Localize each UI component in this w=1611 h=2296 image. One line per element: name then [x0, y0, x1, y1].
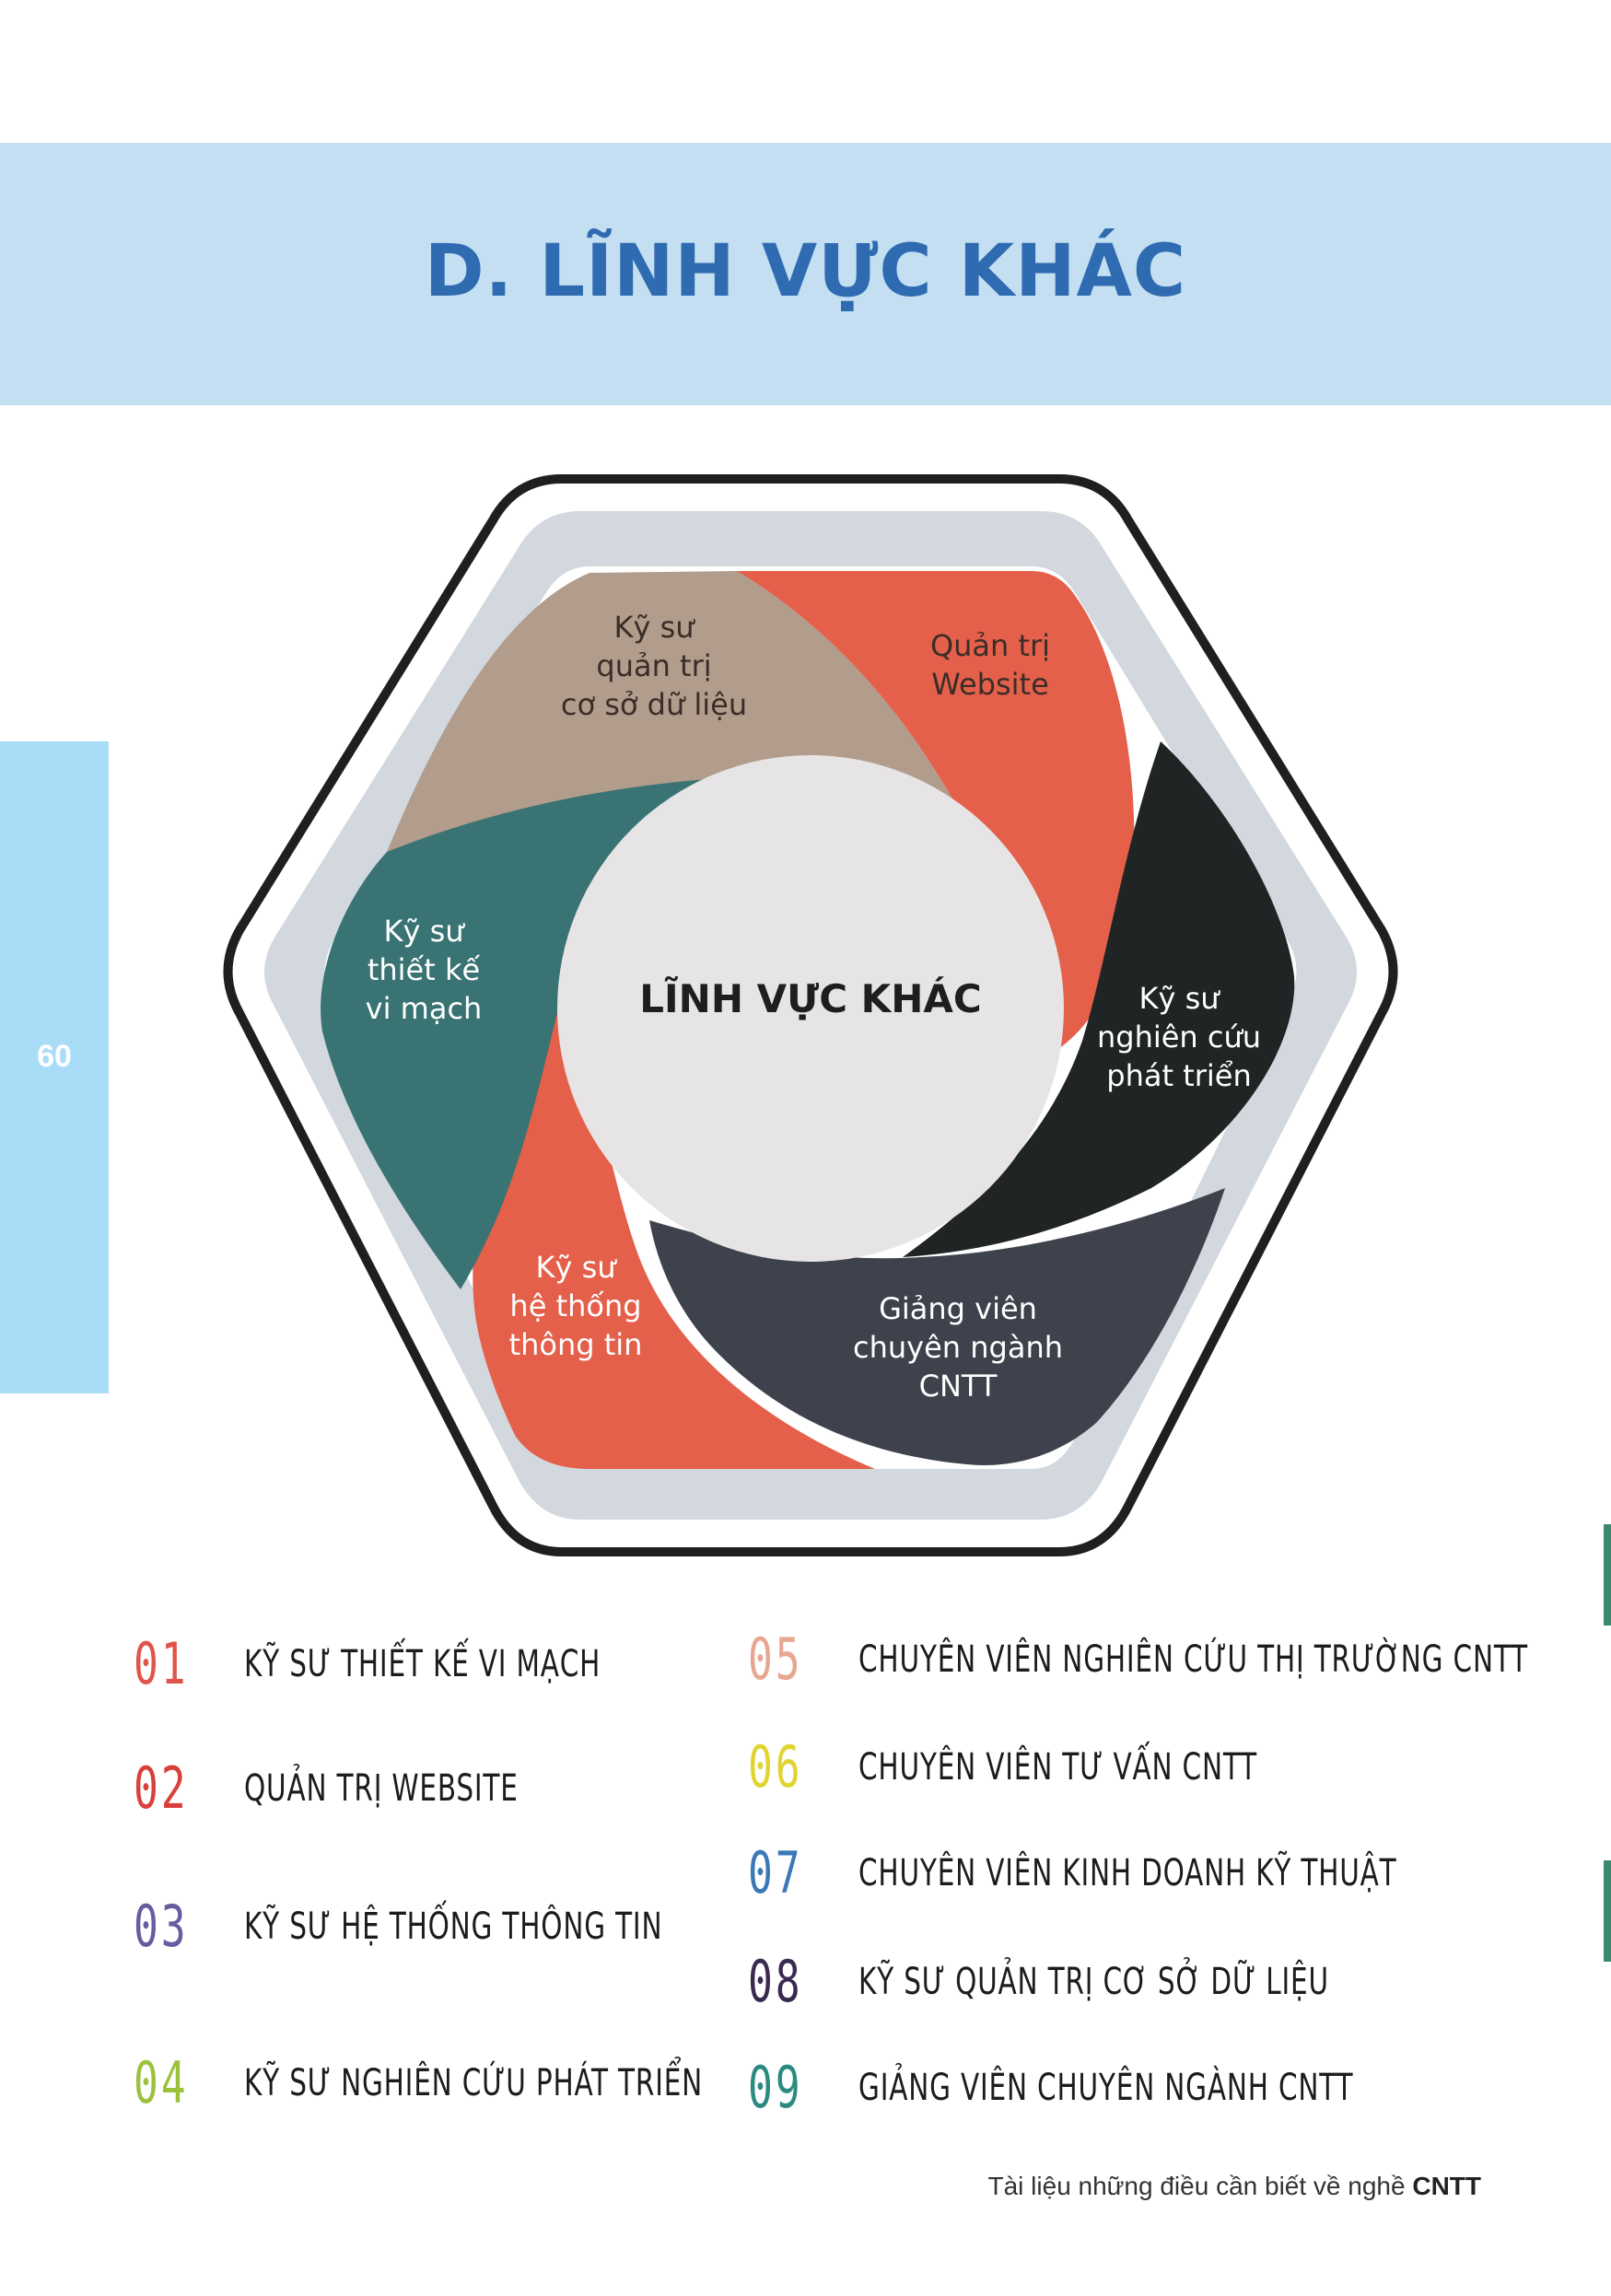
item-number: 07 [748, 1839, 803, 1906]
footer-bold: CNTT [1412, 2172, 1481, 2200]
footer-text: Tài liệu những điều cần biết về nghề [987, 2172, 1406, 2200]
item-text: KỸ SƯ HỆ THỐNG THÔNG TIN [244, 1905, 663, 1948]
item-number: 08 [748, 1948, 803, 2015]
segment-chip-design [321, 778, 718, 1289]
list-item: 05 CHUYÊN VIÊN NGHIÊN CỨU THỊ TRƯỜNG CNT… [748, 1626, 1611, 1693]
segment-label-information-systems: Kỹ sư hệ thống thông tin [508, 1250, 643, 1362]
list-item: 01 KỸ SƯ THIẾT KẾ VI MẠCH [134, 1630, 679, 1697]
list-item: 04 KỸ SƯ NGHIÊN CỨU PHÁT TRIỂN [134, 2049, 803, 2116]
edge-mark [1604, 1524, 1611, 1626]
item-number: 04 [134, 2049, 189, 2116]
segment-information-systems [473, 1013, 875, 1469]
item-number: 01 [134, 1630, 189, 1697]
segment-label-database: Kỹ sư quản trị cơ sở dữ liệu [560, 610, 748, 722]
page-number: 60 [37, 1039, 72, 1074]
side-tab [0, 741, 109, 1393]
item-number: 03 [134, 1893, 189, 1960]
item-text: QUẢN TRỊ WEBSITE [244, 1766, 519, 1810]
segment-research [903, 741, 1295, 1257]
item-text: KỸ SƯ NGHIÊN CỨU PHÁT TRIỂN [244, 2061, 704, 2104]
segment-database [387, 571, 958, 852]
item-text: CHUYÊN VIÊN NGHIÊN CỨU THỊ TRƯỜNG CNTT [858, 1638, 1528, 1681]
page-title: D. LĨNH VỰC KHÁC [424, 230, 1187, 313]
aperture-diagram [223, 474, 1398, 1556]
item-text: KỸ SƯ QUẢN TRỊ CƠ SỞ DỮ LIỆU [858, 1960, 1329, 2003]
segment-label-chip-design: Kỹ sư thiết kế vi mạch [365, 914, 483, 1026]
item-number: 09 [748, 2054, 803, 2121]
segment-label-lecturer: Giảng viên chuyên ngành CNTT [853, 1291, 1063, 1404]
list-item: 02 QUẢN TRỊ WEBSITE [134, 1754, 578, 1822]
item-text: KỸ SƯ THIẾT KẾ VI MẠCH [244, 1642, 601, 1685]
list-item: 07 CHUYÊN VIÊN KINH DOANH KỸ THUẬT [748, 1839, 1515, 1906]
edge-mark [1604, 1860, 1611, 1962]
header-banner [0, 143, 1611, 405]
list-item: 06 CHUYÊN VIÊN TƯ VẤN CNTT [748, 1733, 1345, 1801]
footer: Tài liệu những điều cần biết về nghề CNT… [921, 2172, 1482, 2201]
segment-label-research: Kỹ sư nghiên cứu phát triển [1096, 981, 1262, 1093]
item-number: 06 [748, 1733, 803, 1801]
segment-label-website: Quản trị Website [929, 628, 1051, 702]
item-text: CHUYÊN VIÊN KINH DOANH KỸ THUẬT [858, 1851, 1397, 1894]
item-number: 05 [748, 1626, 803, 1693]
item-text: GIẢNG VIÊN CHUYÊN NGÀNH CNTT [858, 2066, 1354, 2109]
list-item: 09 GIẢNG VIÊN CHUYÊN NGÀNH CNTT [748, 2054, 1462, 2121]
center-circle [557, 755, 1064, 1262]
list-item: 03 KỸ SƯ HỆ THỐNG THÔNG TIN [134, 1893, 754, 1960]
item-number: 02 [134, 1754, 189, 1822]
item-text: CHUYÊN VIÊN TƯ VẤN CNTT [858, 1745, 1257, 1789]
center-label: LĨNH VỰC KHÁC [639, 976, 982, 1021]
list-item: 08 KỸ SƯ QUẢN TRỊ CƠ SỞ DỮ LIỆU [748, 1948, 1432, 2015]
segment-website [737, 571, 1135, 1050]
